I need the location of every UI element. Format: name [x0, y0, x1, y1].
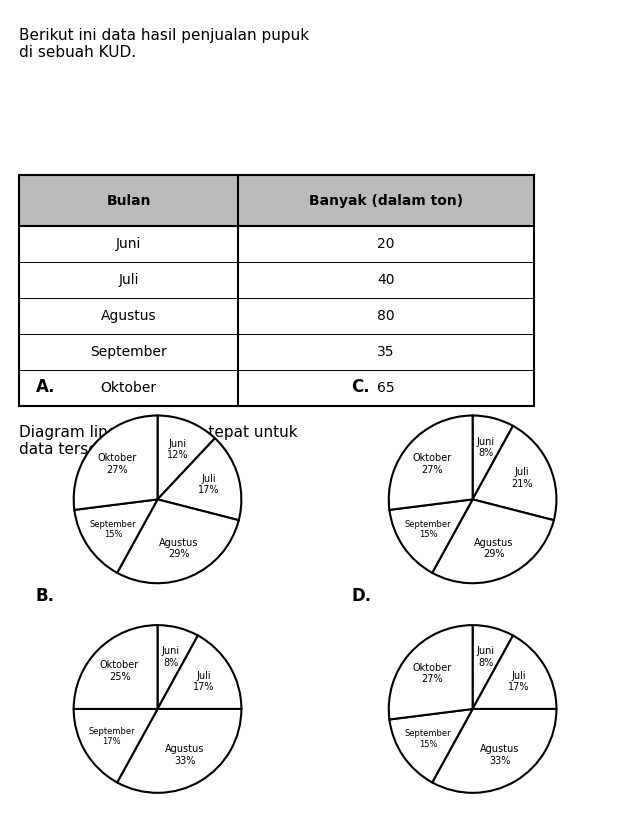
- Wedge shape: [473, 625, 513, 709]
- Text: September: September: [90, 345, 167, 359]
- Text: Juni
8%: Juni 8%: [162, 646, 180, 667]
- Wedge shape: [390, 709, 473, 783]
- Text: 80: 80: [377, 309, 395, 323]
- Text: Agustus
29%: Agustus 29%: [475, 538, 514, 560]
- Text: September
15%: September 15%: [90, 520, 136, 539]
- Wedge shape: [389, 625, 473, 719]
- Text: Juni
8%: Juni 8%: [477, 646, 495, 667]
- Wedge shape: [390, 499, 473, 573]
- Text: Berikut ini data hasil penjualan pupuk
di sebuah KUD.: Berikut ini data hasil penjualan pupuk d…: [19, 28, 309, 60]
- Text: Juli
17%: Juli 17%: [198, 473, 220, 495]
- Wedge shape: [432, 499, 554, 583]
- Wedge shape: [117, 709, 241, 792]
- Bar: [19, 175, 534, 406]
- Wedge shape: [74, 709, 158, 783]
- Text: Juni: Juni: [116, 238, 141, 252]
- Wedge shape: [74, 416, 158, 510]
- Text: 20: 20: [377, 238, 395, 252]
- Text: 65: 65: [377, 381, 395, 395]
- Wedge shape: [158, 416, 215, 499]
- Text: Agustus
33%: Agustus 33%: [165, 745, 204, 766]
- Wedge shape: [75, 499, 158, 573]
- Wedge shape: [158, 625, 198, 709]
- Wedge shape: [473, 416, 513, 499]
- Text: D.: D.: [351, 588, 371, 605]
- Text: Agustus: Agustus: [101, 309, 156, 323]
- Text: Diagram lingkaran yang tepat untuk
data tersebut adalah ....: Diagram lingkaran yang tepat untuk data …: [19, 425, 298, 457]
- Text: Juni
8%: Juni 8%: [477, 436, 495, 458]
- Text: 35: 35: [377, 345, 395, 359]
- Text: Juli: Juli: [118, 273, 139, 287]
- Wedge shape: [158, 438, 241, 520]
- Wedge shape: [473, 426, 556, 520]
- Text: Oktober
25%: Oktober 25%: [100, 660, 140, 681]
- Text: Agustus
33%: Agustus 33%: [480, 745, 520, 766]
- Text: Agustus
29%: Agustus 29%: [159, 538, 199, 560]
- Text: A.: A.: [36, 378, 55, 395]
- Text: Juli
17%: Juli 17%: [193, 671, 215, 692]
- Text: Juli
17%: Juli 17%: [508, 671, 530, 692]
- Text: Oktober
27%: Oktober 27%: [413, 453, 452, 474]
- Text: September
17%: September 17%: [88, 727, 134, 746]
- Text: C.: C.: [351, 378, 370, 395]
- Bar: [19, 175, 534, 226]
- Wedge shape: [473, 635, 556, 709]
- Text: Oktober: Oktober: [100, 381, 157, 395]
- Text: Juni
12%: Juni 12%: [167, 439, 188, 460]
- Wedge shape: [117, 499, 239, 583]
- Text: Oktober
27%: Oktober 27%: [413, 663, 452, 684]
- Wedge shape: [389, 416, 473, 510]
- Wedge shape: [158, 635, 241, 709]
- Text: September
15%: September 15%: [405, 520, 451, 539]
- Text: 40: 40: [377, 273, 395, 287]
- Wedge shape: [74, 625, 158, 709]
- Text: Bulan: Bulan: [106, 194, 151, 208]
- Text: Juli
21%: Juli 21%: [511, 467, 532, 489]
- Text: Oktober
27%: Oktober 27%: [98, 453, 137, 474]
- Text: Banyak (dalam ton): Banyak (dalam ton): [309, 194, 463, 208]
- Text: September
15%: September 15%: [405, 729, 451, 749]
- Text: B.: B.: [36, 588, 55, 605]
- Wedge shape: [432, 709, 556, 792]
